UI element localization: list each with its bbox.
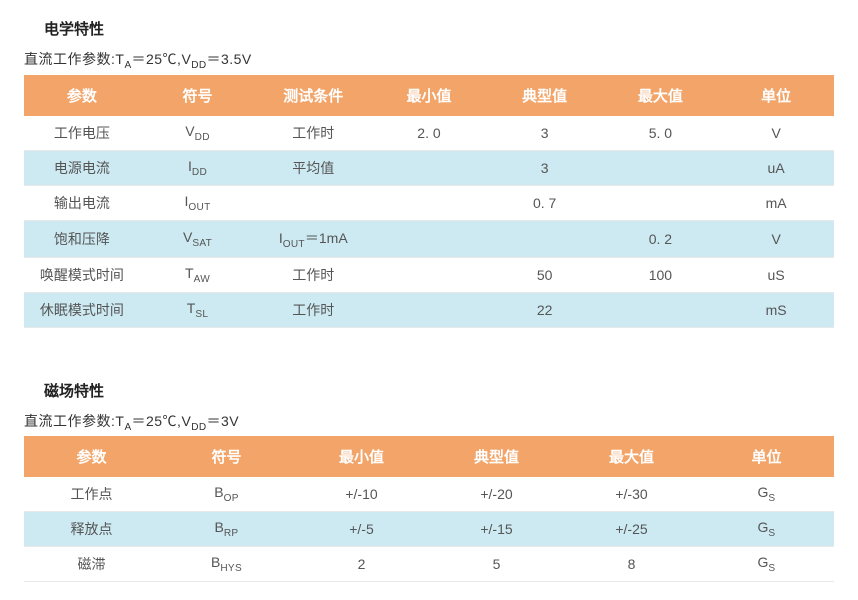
table-cell: IOUT (140, 185, 256, 220)
table-cell: GS (699, 477, 834, 512)
table-row: 休眠模式时间TSL工作时 22 mS (24, 292, 834, 327)
subtitle-part: 直流工作参数:T (24, 413, 124, 429)
col-max: 最大值 (603, 75, 719, 116)
col-max: 最大值 (564, 436, 699, 477)
table-cell: +/-20 (429, 477, 564, 512)
table-cell: 22 (487, 292, 603, 327)
table-cell: +/-5 (294, 512, 429, 547)
electrical-section-title: 电学特性 (44, 18, 834, 39)
table-row: 输出电流IOUT 0. 7 mA (24, 185, 834, 220)
col-min: 最小值 (294, 436, 429, 477)
table-cell: IOUT＝1mA (255, 220, 371, 257)
table-cell: +/-25 (564, 512, 699, 547)
table-cell: 2 (294, 547, 429, 582)
table-header-row: 参数 符号 测试条件 最小值 典型值 最大值 单位 (24, 75, 834, 116)
table-cell: +/-30 (564, 477, 699, 512)
table-cell: +/-15 (429, 512, 564, 547)
table-cell (371, 292, 487, 327)
subtitle-sub: DD (191, 60, 206, 71)
table-cell: 工作时 (255, 292, 371, 327)
table-cell: 平均值 (255, 150, 371, 185)
table-cell: 0. 7 (487, 185, 603, 220)
table-cell (603, 150, 719, 185)
magnetic-section-title: 磁场特性 (44, 380, 834, 401)
col-unit: 单位 (699, 436, 834, 477)
table-cell: BHYS (159, 547, 294, 582)
magnetic-section-subtitle: 直流工作参数:TA＝25℃,VDD＝3V (24, 411, 834, 433)
table-cell: +/-10 (294, 477, 429, 512)
table-cell: 5. 0 (603, 116, 719, 151)
table-cell: TAW (140, 257, 256, 292)
table-cell: 5 (429, 547, 564, 582)
table-cell: IDD (140, 150, 256, 185)
table-cell: 休眠模式时间 (24, 292, 140, 327)
table-cell: GS (699, 512, 834, 547)
col-cond: 测试条件 (255, 75, 371, 116)
table-cell: 3 (487, 116, 603, 151)
col-typ: 典型值 (487, 75, 603, 116)
col-symbol: 符号 (159, 436, 294, 477)
table-cell: V (718, 116, 834, 151)
table-cell: mA (718, 185, 834, 220)
table-cell (255, 185, 371, 220)
subtitle-part: ＝25℃,V (131, 51, 191, 67)
table-row: 工作点BOP+/-10+/-20+/-30GS (24, 477, 834, 512)
subtitle-part: 直流工作参数:T (24, 51, 124, 67)
table-cell: 50 (487, 257, 603, 292)
col-param: 参数 (24, 75, 140, 116)
table-cell (603, 185, 719, 220)
table-cell: V (718, 220, 834, 257)
table-cell: uA (718, 150, 834, 185)
table-cell: VDD (140, 116, 256, 151)
table-cell: 输出电流 (24, 185, 140, 220)
table-cell (603, 292, 719, 327)
table-cell: 电源电流 (24, 150, 140, 185)
col-typ: 典型值 (429, 436, 564, 477)
table-row: 磁滞BHYS258GS (24, 547, 834, 582)
table-cell: 工作点 (24, 477, 159, 512)
table-cell: BOP (159, 477, 294, 512)
table-cell: mS (718, 292, 834, 327)
table-cell: BRP (159, 512, 294, 547)
table-cell (371, 257, 487, 292)
table-cell: 磁滞 (24, 547, 159, 582)
magnetic-table: 参数 符号 最小值 典型值 最大值 单位 工作点BOP+/-10+/-20+/-… (24, 436, 834, 582)
table-cell: 唤醒模式时间 (24, 257, 140, 292)
subtitle-part: ＝3V (206, 413, 239, 429)
electrical-table: 参数 符号 测试条件 最小值 典型值 最大值 单位 工作电压VDD工作时2. 0… (24, 75, 834, 328)
table-header-row: 参数 符号 最小值 典型值 最大值 单位 (24, 436, 834, 477)
col-symbol: 符号 (140, 75, 256, 116)
table-cell: 释放点 (24, 512, 159, 547)
table-cell: 2. 0 (371, 116, 487, 151)
table-row: 饱和压降VSATIOUT＝1mA 0. 2V (24, 220, 834, 257)
col-unit: 单位 (718, 75, 834, 116)
table-cell: 工作时 (255, 116, 371, 151)
table-cell (371, 220, 487, 257)
table-cell: uS (718, 257, 834, 292)
electrical-section-subtitle: 直流工作参数:TA＝25℃,VDD＝3.5V (24, 49, 834, 71)
table-cell: 饱和压降 (24, 220, 140, 257)
table-cell (487, 220, 603, 257)
col-min: 最小值 (371, 75, 487, 116)
table-cell: 3 (487, 150, 603, 185)
subtitle-part: ＝3.5V (206, 51, 251, 67)
table-cell: TSL (140, 292, 256, 327)
table-row: 唤醒模式时间TAW工作时 50100uS (24, 257, 834, 292)
table-cell (371, 185, 487, 220)
table-cell: 0. 2 (603, 220, 719, 257)
table-cell: 工作电压 (24, 116, 140, 151)
table-cell: 工作时 (255, 257, 371, 292)
table-cell: VSAT (140, 220, 256, 257)
table-row: 工作电压VDD工作时2. 035. 0V (24, 116, 834, 151)
table-cell: 8 (564, 547, 699, 582)
subtitle-sub: DD (191, 421, 206, 432)
table-cell: 100 (603, 257, 719, 292)
table-row: 电源电流IDD平均值 3 uA (24, 150, 834, 185)
subtitle-part: ＝25℃,V (131, 413, 191, 429)
table-row: 释放点BRP+/-5+/-15+/-25GS (24, 512, 834, 547)
col-param: 参数 (24, 436, 159, 477)
table-cell (371, 150, 487, 185)
table-cell: GS (699, 547, 834, 582)
